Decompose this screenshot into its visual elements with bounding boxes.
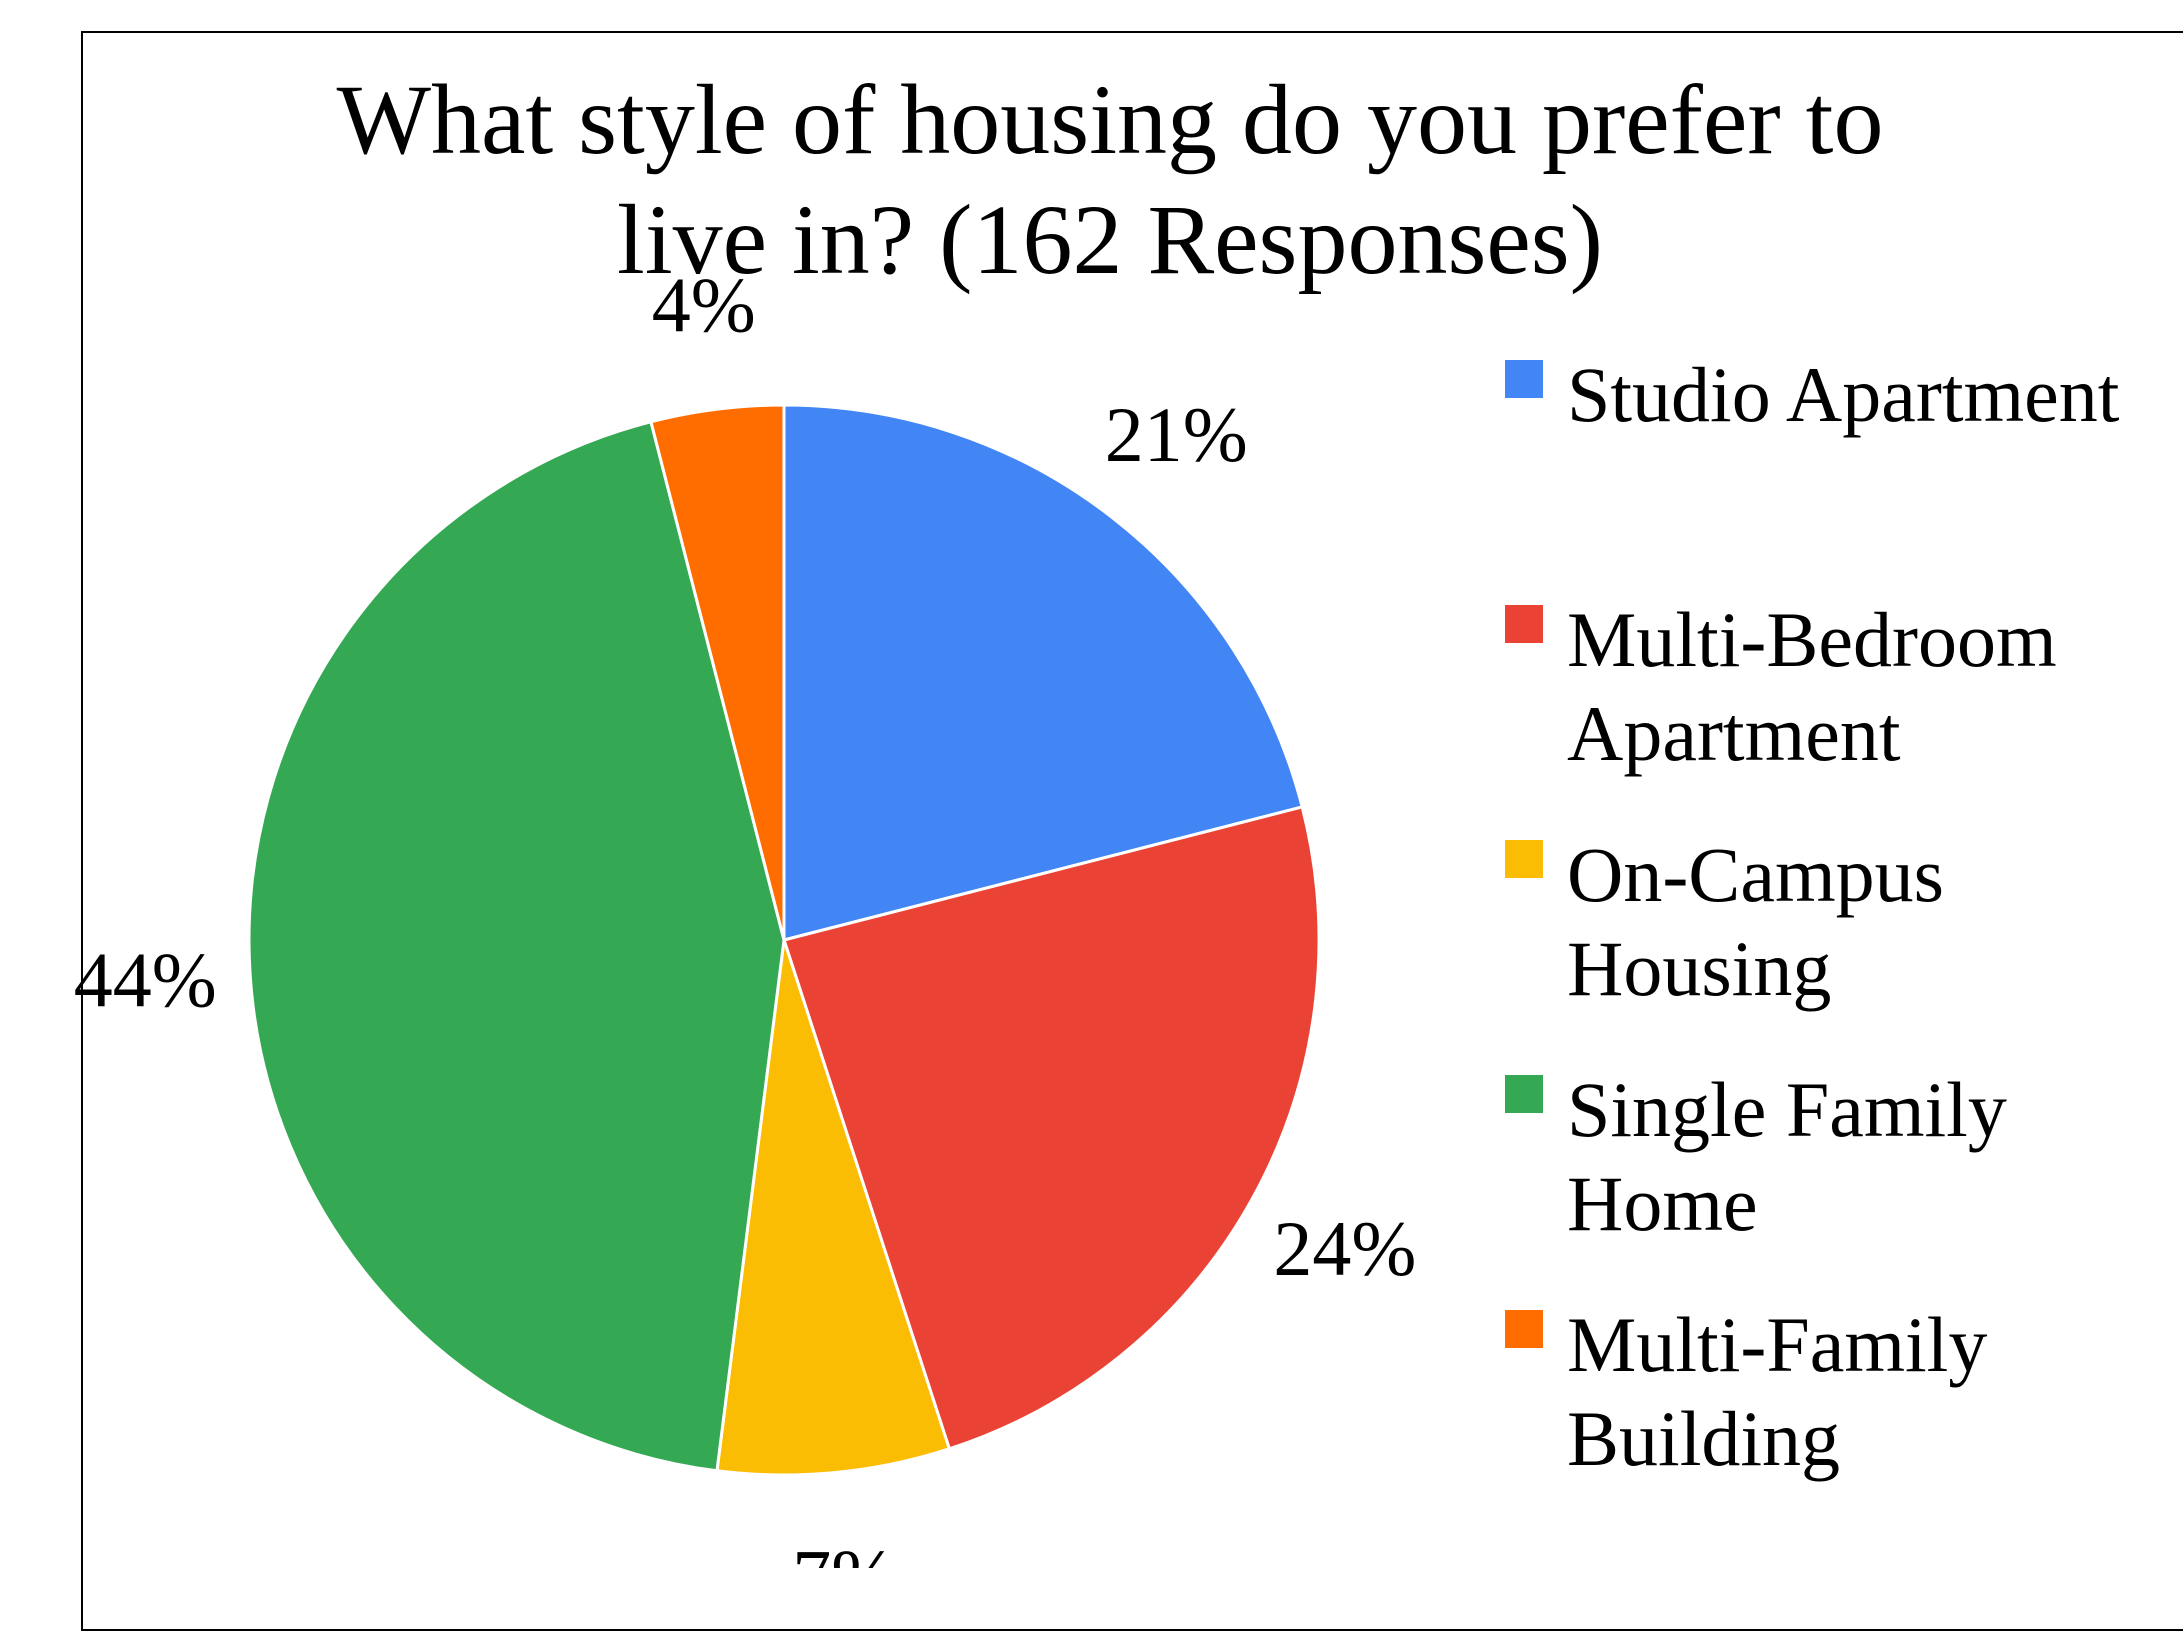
- legend-label-single-family-home: Single Family Home: [1567, 1066, 2007, 1247]
- data-label-single-family-home: 44%: [74, 937, 217, 1024]
- pie-slice-single-family-home: [247, 419, 786, 1473]
- legend-swatch-multi-bedroom-apartment: [1505, 605, 1543, 643]
- legend-label-multi-family-building: Multi-Family Building: [1567, 1301, 1988, 1482]
- chart-title: What style of housing do you prefer to l…: [260, 60, 1960, 300]
- pie-slice-on-campus-housing: [715, 939, 952, 1477]
- legend-swatch-on-campus-housing: [1505, 840, 1543, 878]
- pie-chart: 21% 24% 7% 44% 4%: [74, 262, 1417, 1568]
- legend-swatch-studio-apartment: [1505, 360, 1543, 398]
- pie-slice-multi-bedroom-apartment: [782, 805, 1321, 1451]
- legend-label-on-campus-housing: On-Campus Housing: [1567, 831, 1944, 1012]
- data-label-on-campus-housing: 7%: [792, 1534, 896, 1568]
- chart-title-line-1: What style of housing do you prefer to: [336, 64, 1884, 175]
- data-label-multi-bedroom-apartment: 24%: [1273, 1205, 1416, 1292]
- legend-label-studio-apartment: Studio Apartment: [1567, 351, 2120, 438]
- data-label-studio-apartment: 21%: [1105, 391, 1248, 478]
- chart-title-line-2: live in? (162 Responses): [617, 184, 1603, 295]
- pie-slice-multi-family-building: [649, 403, 786, 941]
- legend-swatch-multi-family-building: [1505, 1310, 1543, 1348]
- pie-slice-studio-apartment: [782, 403, 1305, 942]
- legend-swatch-single-family-home: [1505, 1075, 1543, 1113]
- legend-label-multi-bedroom-apartment: Multi-Bedroom Apartment: [1567, 596, 2057, 777]
- data-label-multi-family-building: 4%: [652, 262, 756, 349]
